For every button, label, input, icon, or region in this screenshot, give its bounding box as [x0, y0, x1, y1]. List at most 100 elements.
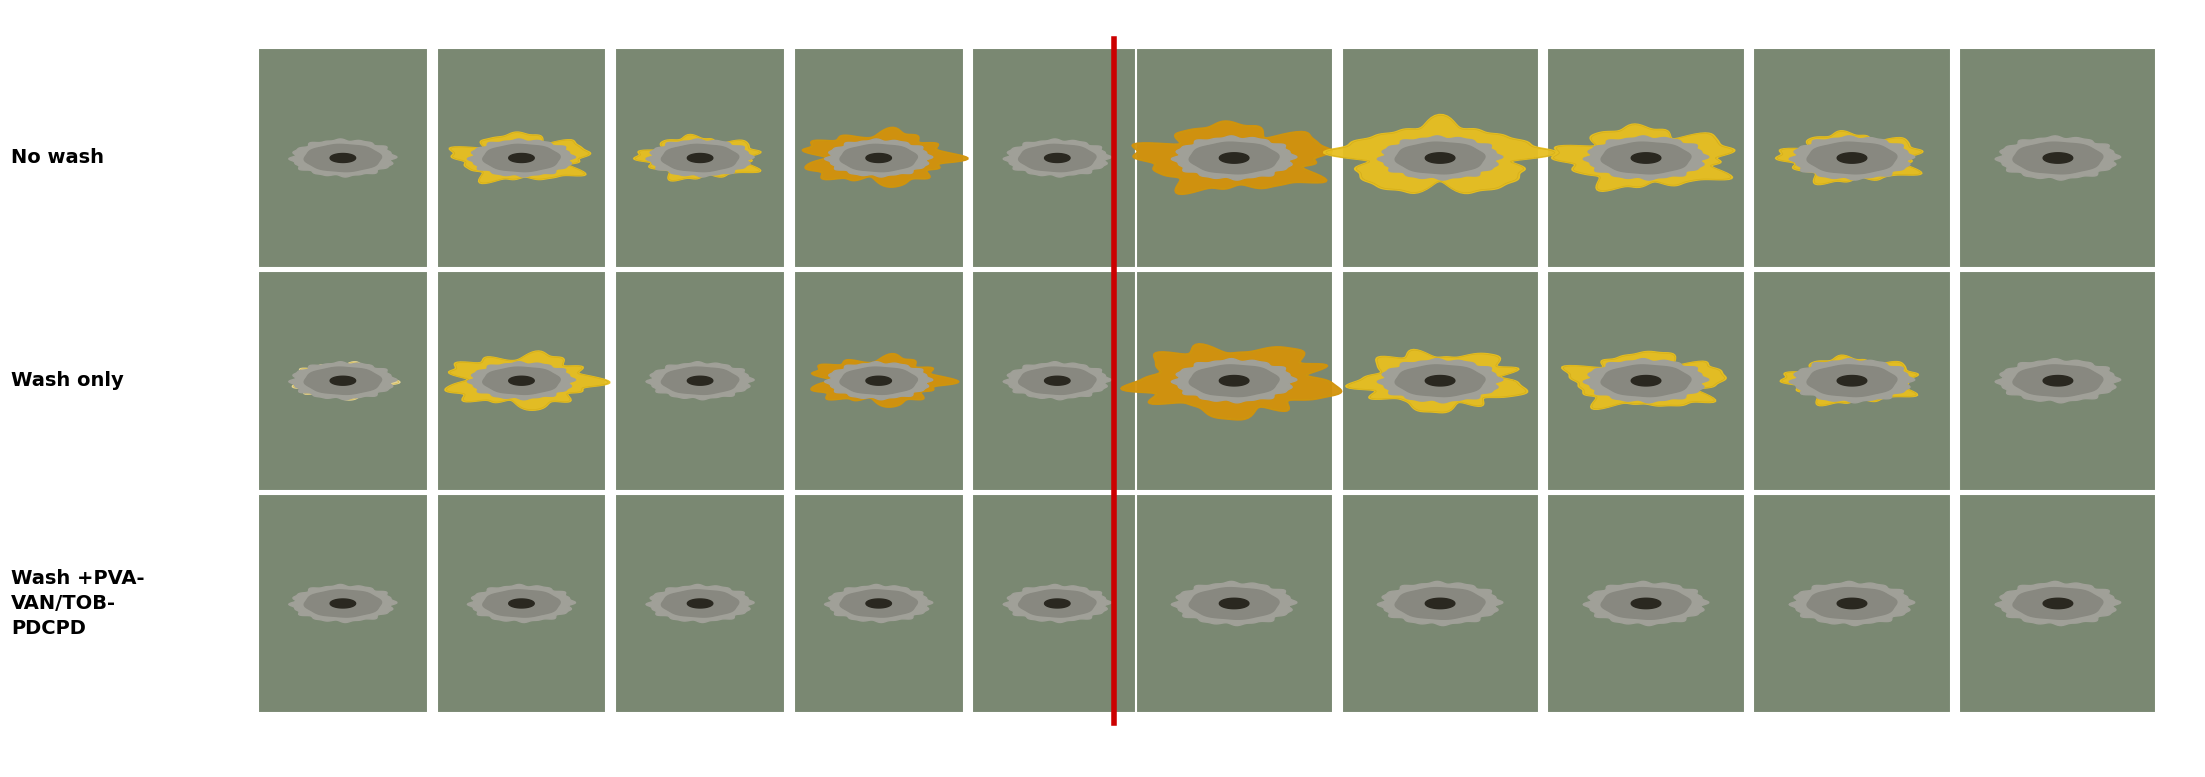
- Polygon shape: [1019, 368, 1094, 394]
- Bar: [258, 493, 428, 713]
- Bar: [1136, 48, 1332, 268]
- Text: Xen29 1X10: Xen29 1X10: [1532, 0, 1760, 4]
- Polygon shape: [1788, 136, 1914, 180]
- Polygon shape: [295, 142, 386, 173]
- Polygon shape: [1583, 359, 1709, 402]
- Polygon shape: [1996, 359, 2121, 402]
- Polygon shape: [646, 139, 754, 177]
- Polygon shape: [1601, 365, 1691, 396]
- Polygon shape: [1378, 581, 1504, 625]
- Polygon shape: [1003, 361, 1111, 400]
- Polygon shape: [483, 145, 560, 172]
- Polygon shape: [509, 154, 534, 162]
- Polygon shape: [1632, 153, 1660, 163]
- Polygon shape: [1219, 598, 1248, 608]
- Polygon shape: [1837, 598, 1868, 608]
- Polygon shape: [1583, 136, 1709, 180]
- Polygon shape: [825, 584, 933, 622]
- Polygon shape: [1345, 350, 1528, 413]
- Bar: [615, 48, 785, 268]
- Polygon shape: [1171, 581, 1297, 625]
- Polygon shape: [1378, 359, 1504, 402]
- Polygon shape: [1396, 142, 1484, 174]
- Polygon shape: [662, 145, 739, 172]
- Polygon shape: [304, 367, 381, 395]
- Polygon shape: [1552, 124, 1735, 191]
- Polygon shape: [1424, 153, 1455, 163]
- Polygon shape: [483, 590, 560, 617]
- Text: No wash: No wash: [11, 148, 104, 168]
- Bar: [1548, 493, 1744, 713]
- Polygon shape: [304, 590, 381, 617]
- Polygon shape: [840, 590, 917, 617]
- Bar: [1960, 493, 2156, 713]
- Polygon shape: [840, 145, 917, 172]
- Polygon shape: [1120, 343, 1343, 420]
- Bar: [1753, 493, 1951, 713]
- Polygon shape: [509, 376, 534, 385]
- Bar: [1960, 48, 2156, 268]
- Polygon shape: [1996, 136, 2121, 180]
- Bar: [1136, 271, 1332, 490]
- Polygon shape: [825, 139, 933, 177]
- Polygon shape: [1131, 121, 1332, 194]
- Polygon shape: [1188, 365, 1279, 396]
- Polygon shape: [2013, 587, 2104, 619]
- Polygon shape: [1045, 599, 1069, 608]
- Polygon shape: [1396, 587, 1484, 619]
- Polygon shape: [1188, 142, 1279, 174]
- Polygon shape: [467, 584, 576, 622]
- Polygon shape: [2009, 364, 2104, 397]
- Polygon shape: [1045, 154, 1069, 162]
- Bar: [794, 271, 964, 490]
- Polygon shape: [1378, 136, 1504, 180]
- Polygon shape: [331, 376, 355, 385]
- Polygon shape: [289, 139, 397, 177]
- Polygon shape: [450, 132, 591, 183]
- Bar: [794, 48, 964, 268]
- Polygon shape: [867, 154, 891, 162]
- Text: Wash only: Wash only: [11, 371, 123, 390]
- Polygon shape: [867, 376, 891, 385]
- Bar: [258, 271, 428, 490]
- Bar: [972, 48, 1142, 268]
- Text: Wash +PVA-
VAN/TOB-
PDCPD: Wash +PVA- VAN/TOB- PDCPD: [11, 569, 146, 638]
- Polygon shape: [1219, 153, 1248, 163]
- Polygon shape: [1601, 587, 1691, 619]
- Polygon shape: [646, 361, 754, 400]
- Bar: [437, 48, 606, 268]
- Bar: [1548, 48, 1744, 268]
- Polygon shape: [1788, 359, 1914, 402]
- Polygon shape: [840, 367, 917, 395]
- Polygon shape: [1583, 581, 1709, 625]
- Polygon shape: [646, 584, 754, 622]
- Polygon shape: [1019, 143, 1100, 172]
- Polygon shape: [1561, 351, 1727, 409]
- Polygon shape: [811, 354, 959, 407]
- Polygon shape: [289, 361, 397, 400]
- Polygon shape: [662, 367, 739, 395]
- Polygon shape: [331, 154, 355, 162]
- Polygon shape: [1996, 581, 2121, 625]
- Polygon shape: [1019, 590, 1096, 617]
- Bar: [1341, 271, 1539, 490]
- Polygon shape: [1837, 375, 1868, 386]
- Polygon shape: [1171, 136, 1297, 180]
- Polygon shape: [483, 367, 560, 395]
- Polygon shape: [331, 599, 355, 608]
- Polygon shape: [1632, 375, 1660, 386]
- Bar: [1753, 48, 1951, 268]
- Text: Xen29 1X10: Xen29 1X10: [587, 0, 814, 4]
- Bar: [1960, 271, 2156, 490]
- Polygon shape: [2013, 144, 2101, 173]
- Bar: [972, 271, 1142, 490]
- Polygon shape: [445, 351, 611, 410]
- Polygon shape: [1219, 375, 1248, 386]
- Polygon shape: [2044, 598, 2073, 608]
- Polygon shape: [1003, 584, 1111, 622]
- Polygon shape: [1808, 587, 1896, 619]
- Polygon shape: [1808, 142, 1896, 174]
- Bar: [1341, 48, 1539, 268]
- Bar: [1753, 271, 1951, 490]
- Bar: [437, 493, 606, 713]
